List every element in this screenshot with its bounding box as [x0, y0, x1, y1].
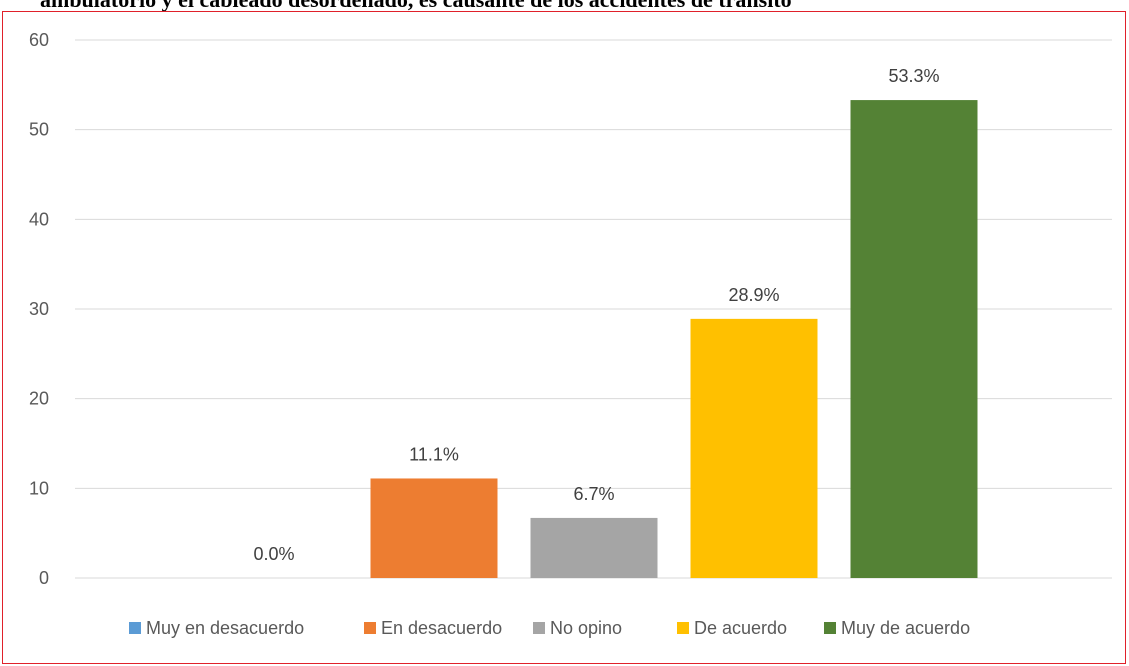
legend-label: De acuerdo	[694, 618, 787, 638]
bars	[370, 100, 978, 579]
legend-swatch	[129, 622, 141, 634]
y-tick-label: 30	[29, 299, 49, 319]
y-tick-label: 60	[29, 30, 49, 50]
y-tick-label: 40	[29, 209, 49, 229]
data-label: 0.0%	[253, 544, 294, 564]
bar-muy-de-acuerdo	[850, 100, 978, 579]
legend-label: En desacuerdo	[381, 618, 502, 638]
y-tick-label: 20	[29, 389, 49, 409]
legend-swatch	[533, 622, 545, 634]
legend-label: No opino	[550, 618, 622, 638]
bar-de-acuerdo	[690, 318, 818, 578]
y-tick-label: 10	[29, 478, 49, 498]
data-label: 11.1%	[409, 444, 459, 464]
y-tick-label: 50	[29, 120, 49, 140]
legend-label: Muy de acuerdo	[841, 618, 970, 638]
legend-swatch	[364, 622, 376, 634]
chart-frame	[2, 11, 1126, 664]
legend-swatch	[677, 622, 689, 634]
data-label: 53.3%	[888, 66, 939, 86]
bar-no-opino	[530, 517, 658, 578]
data-labels: 0.0% 11.1% 6.7% 28.9% 53.3%	[253, 66, 939, 564]
y-axis-ticks: 0 10 20 30 40 50 60	[29, 30, 49, 588]
y-tick-label: 0	[39, 568, 49, 588]
legend-label: Muy en desacuerdo	[146, 618, 304, 638]
bar-en-desacuerdo	[370, 478, 498, 578]
data-label: 28.9%	[728, 285, 779, 305]
chart-title: ambulatorio y el cableado desordenado, e…	[40, 0, 1100, 13]
legend-swatch	[824, 622, 836, 634]
data-label: 6.7%	[573, 484, 614, 504]
legend: Muy en desacuerdo En desacuerdo No opino De…	[129, 618, 970, 638]
